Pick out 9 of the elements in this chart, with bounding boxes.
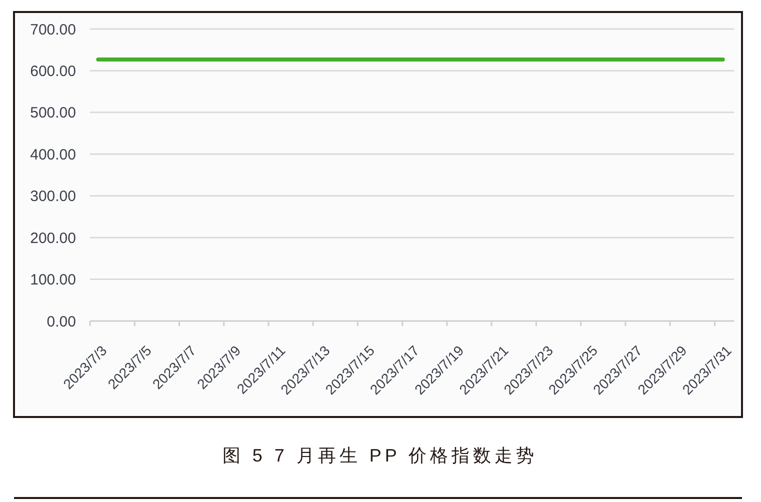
y-tick-label: 600.00 [30,62,76,80]
y-tick-label: 400.00 [30,146,76,164]
y-tick-label: 700.00 [30,21,76,38]
y-tick-label: 200.00 [30,230,76,247]
text: 图 5 7 月再生 PP 价格指数走势 [222,445,538,466]
y-tick-label: 0.00 [46,313,76,330]
y-tick-label: 300.00 [30,188,76,206]
y-tick-label: 100.00 [30,272,76,289]
y-tick-label: 500.00 [30,104,76,122]
